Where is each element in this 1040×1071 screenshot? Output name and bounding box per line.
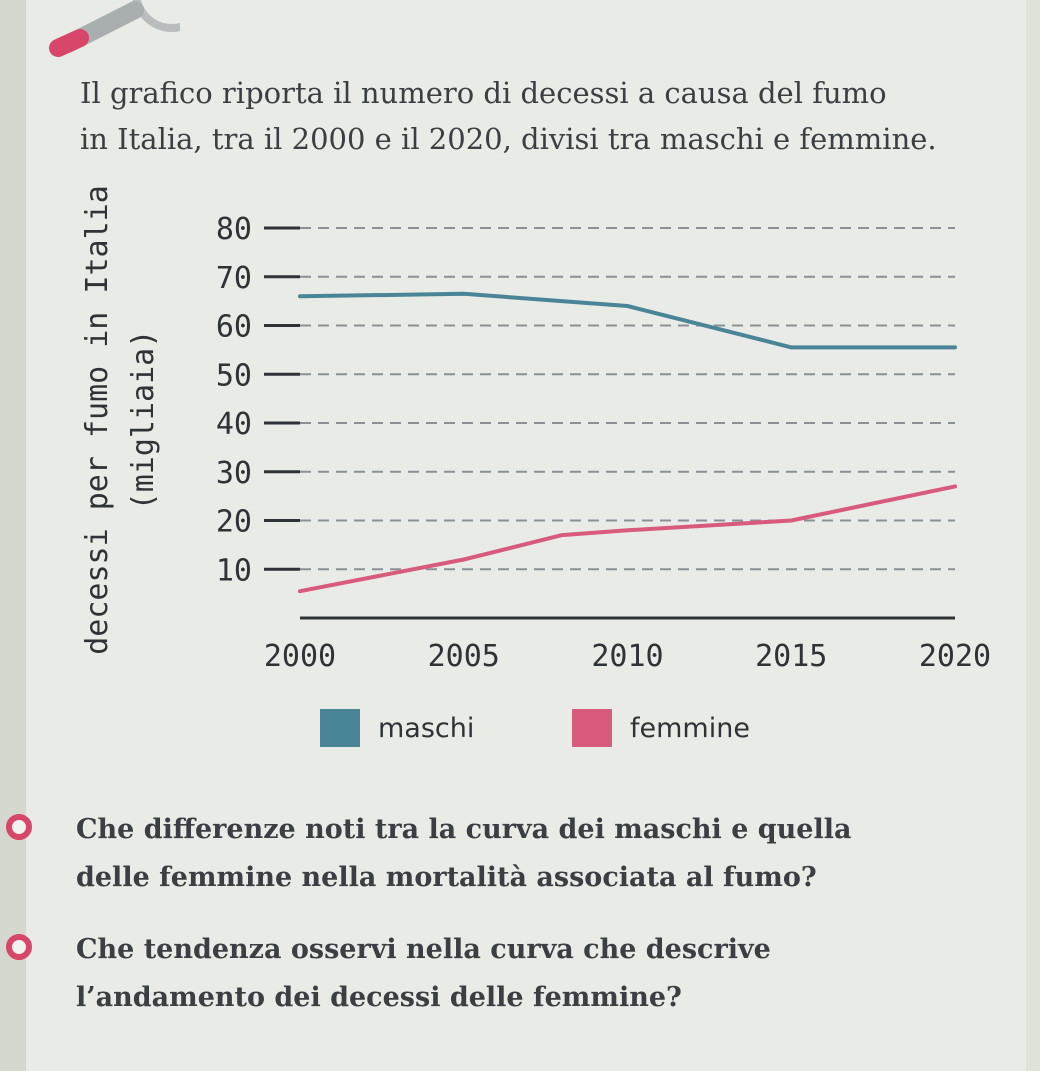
line-chart: 10 20 30 40 50 60 70 80 2000 2005 2010 2015 2020 de…: [80, 185, 991, 674]
page-edge-left: [0, 0, 26, 1071]
question-1: Che differenze noti tra la curva dei mas…: [76, 806, 1006, 902]
page-edge-right: [1026, 0, 1040, 1071]
legend-label-femmine: femmine: [630, 712, 750, 744]
x-axis: 2000 2005 2010 2015 2020: [264, 616, 991, 674]
legend-item-femmine: femmine: [572, 706, 750, 750]
x-tick-label-2015: 2015: [755, 639, 827, 674]
question-2-line-1: Che tendenza osservi nella curva che des…: [76, 934, 771, 965]
y-tick-label-50: 50: [216, 358, 252, 393]
y-tick-label-70: 70: [216, 261, 252, 296]
y-tick-label-80: 80: [216, 212, 252, 247]
y-tick-label-40: 40: [216, 407, 252, 442]
y-tick-label-30: 30: [216, 456, 252, 491]
y-tick-label-60: 60: [216, 310, 252, 345]
legend-item-maschi: maschi: [320, 706, 474, 750]
intro-text: Il grafico riporta il numero di decessi …: [80, 70, 980, 162]
legend-swatch-femmine: [572, 709, 612, 747]
x-tick-label-2000: 2000: [264, 639, 336, 674]
question-2: Che tendenza osservi nella curva che des…: [76, 926, 1006, 1022]
question-bullet-icon: [6, 814, 32, 840]
chart-legend: maschi femmine: [320, 706, 880, 750]
intro-line-1: Il grafico riporta il numero di decessi …: [80, 76, 887, 110]
chart-gridlines: [300, 227, 955, 571]
x-tick-label-2005: 2005: [428, 639, 500, 674]
y-axis-ticks: 10 20 30 40 50 60 70 80: [216, 212, 300, 588]
magnifier-icon: [49, 0, 180, 57]
intro-line-2: in Italia, tra il 2000 e il 2020, divisi…: [80, 122, 937, 156]
question-1-line-1: Che differenze noti tra la curva dei mas…: [76, 814, 852, 845]
question-bullet-icon: [6, 934, 32, 960]
y-axis-label: decessi per fumo in Italia (migliaia): [80, 185, 161, 655]
question-2-line-2: l’andamento dei decessi delle femmine?: [76, 982, 682, 1013]
legend-swatch-maschi: [320, 709, 360, 747]
y-tick-label-20: 20: [216, 505, 252, 540]
x-tick-label-2020: 2020: [919, 639, 991, 674]
x-tick-label-2010: 2010: [591, 639, 663, 674]
question-1-line-2: delle femmine nella mortalità associata …: [76, 862, 817, 893]
legend-label-maschi: maschi: [378, 712, 475, 744]
series-line-femmine: [298, 484, 957, 594]
y-axis-title: decessi per fumo in Italia: [80, 185, 115, 655]
y-tick-label-10: 10: [216, 553, 252, 588]
chart-series: [298, 291, 957, 594]
y-axis-unit: (migliaia): [126, 330, 161, 511]
series-line-maschi: [298, 291, 957, 350]
